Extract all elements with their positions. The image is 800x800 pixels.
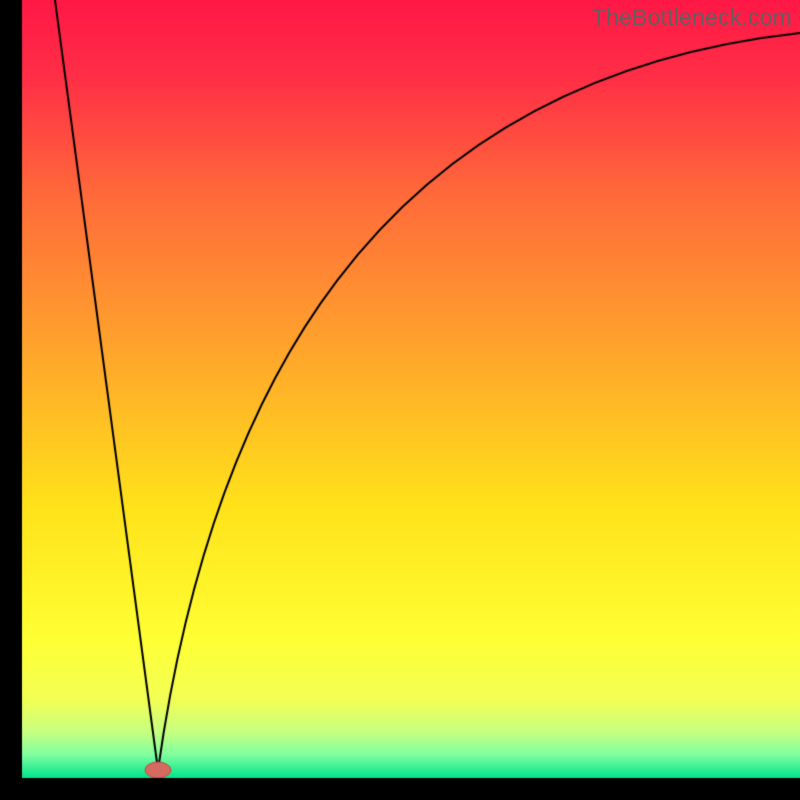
chart-stage: TheBottleneck.com (0, 0, 800, 800)
watermark-label: TheBottleneck.com (592, 4, 792, 31)
bottleneck-curve-chart (0, 0, 800, 800)
